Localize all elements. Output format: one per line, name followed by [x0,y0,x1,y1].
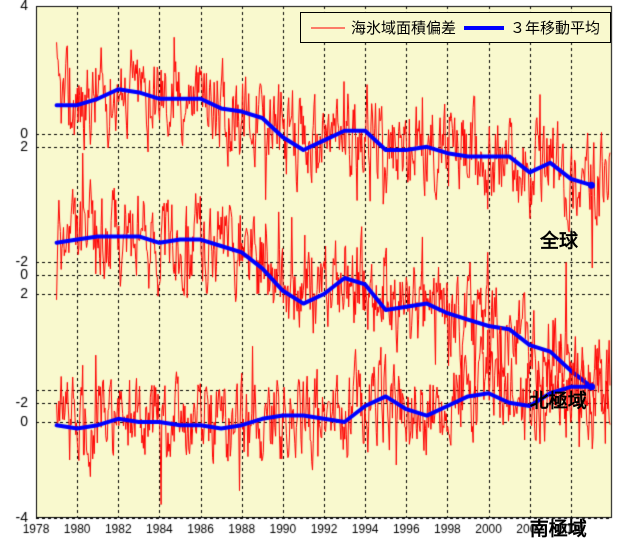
legend: 海氷域面積偏差 ３年移動平均 [300,12,611,43]
chart-canvas [0,0,621,550]
legend-swatch-anomaly [311,21,345,35]
legend-label-movavg: ３年移動平均 [510,17,600,38]
region-label-antarctic: 南極域 [530,514,587,541]
legend-label-anomaly: 海氷域面積偏差 [351,17,456,38]
legend-swatch-movavg [464,21,504,35]
legend-item-anomaly: 海氷域面積偏差 [311,17,456,38]
legend-item-movavg: ３年移動平均 [464,17,600,38]
region-label-arctic: 北極域 [530,386,587,413]
sea-ice-anomaly-chart: 海氷域面積偏差 ３年移動平均 全球 北極域 南極域 [0,0,621,550]
region-label-global: 全球 [540,226,578,253]
